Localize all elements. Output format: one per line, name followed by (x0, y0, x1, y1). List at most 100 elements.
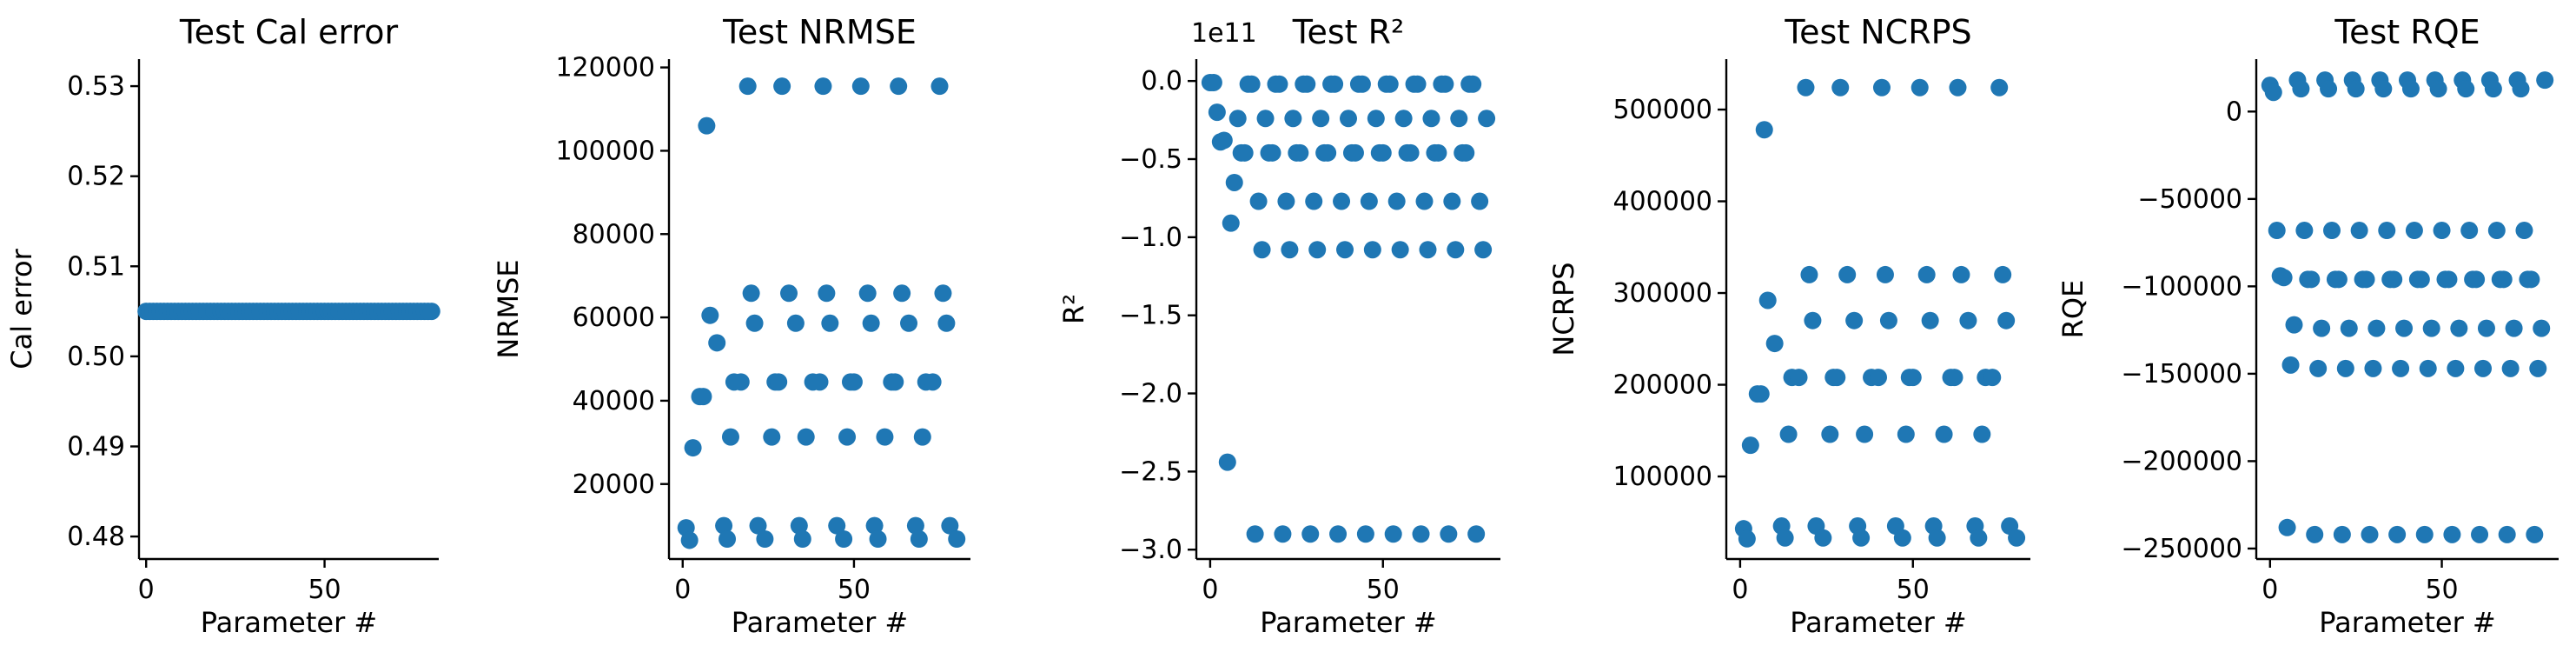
data-point (1326, 75, 1344, 93)
subplot-1: Test Cal error 0 50 0.48 0.49 0.50 0.51 0.52 0.5… (5, 13, 440, 639)
data-point (1246, 525, 1264, 543)
x-tick-label: 0 (2261, 575, 2278, 605)
data-point (2401, 80, 2420, 98)
data-point (786, 314, 805, 332)
y-tick-label: 60000 (573, 303, 655, 333)
y-tick-label: 0.53 (67, 71, 125, 102)
data-point (2484, 80, 2502, 98)
x-tick-label: 50 (1897, 575, 1930, 605)
y-tick-label: 80000 (573, 219, 655, 250)
x-tick-label: 50 (838, 575, 871, 605)
data-point (2278, 518, 2296, 536)
data-point (745, 314, 764, 332)
data-point (2450, 319, 2468, 337)
data-point (1910, 78, 1929, 97)
y-tick-label: −150000 (2121, 359, 2242, 389)
data-point (738, 77, 757, 96)
data-point (742, 284, 760, 303)
data-point (869, 530, 887, 548)
data-point (2378, 222, 2396, 240)
data-point (1215, 131, 1233, 150)
data-point (1994, 265, 2012, 283)
data-point (1800, 265, 1818, 283)
data-point (1333, 192, 1351, 210)
data-point (1845, 311, 1864, 330)
data-point (1970, 529, 1988, 547)
x-tick-label: 0 (1732, 575, 1748, 605)
data-point (1419, 241, 1437, 259)
y-tick-label: 0.51 (67, 251, 125, 282)
data-point (2268, 222, 2286, 240)
data-point (1284, 110, 1302, 128)
data-point (1814, 529, 1832, 547)
y-axis-label: NCRPS (1547, 262, 1580, 356)
series-points (1201, 73, 1496, 543)
data-point (2501, 359, 2520, 377)
offset-text: 1e11 (1191, 18, 1257, 49)
y-tick-label: −200000 (2121, 446, 2242, 476)
data-point (937, 314, 956, 332)
data-point (828, 516, 846, 535)
y-tick-label: 100000 (1612, 462, 1712, 492)
y-axis-label: RQE (2056, 280, 2089, 339)
y-tick-label: 120000 (555, 53, 655, 83)
data-point (2281, 356, 2300, 374)
x-axis-label: Parameter # (201, 606, 377, 639)
x-axis-label: Parameter # (1260, 606, 1436, 639)
data-point (2443, 525, 2461, 543)
data-point (1387, 192, 1406, 210)
y-tick-label: −250000 (2121, 534, 2242, 564)
data-point (1329, 525, 1348, 543)
data-point (1277, 192, 1295, 210)
data-point (790, 516, 808, 535)
x-tick-label: 0 (138, 575, 155, 605)
data-point (1450, 110, 1468, 128)
data-point (1208, 103, 1226, 122)
data-point (1945, 369, 1963, 387)
data-point (900, 314, 918, 332)
data-point (2350, 222, 2368, 240)
data-point (1235, 143, 1254, 162)
data-point (1256, 110, 1275, 128)
data-point (2419, 359, 2437, 377)
data-point (1305, 192, 1323, 210)
data-point (2292, 80, 2310, 98)
data-point (1870, 369, 1887, 387)
data-point (1436, 75, 1454, 93)
data-point (2347, 80, 2365, 98)
data-point (1298, 75, 1316, 93)
data-point (1218, 453, 1236, 471)
data-point (718, 530, 737, 548)
y-tick-label: 200000 (1612, 370, 1712, 401)
y-tick-label: 0.0 (1141, 66, 1182, 97)
subplot-2: Test NRMSE 0 50 20000 40000 60000 80000 100000 1… (492, 13, 970, 639)
data-point (2374, 80, 2393, 98)
data-point (793, 530, 811, 548)
data-point (1401, 143, 1420, 162)
data-point (2367, 319, 2386, 337)
data-point (1935, 425, 1953, 443)
data-point (1384, 525, 1402, 543)
data-point (1222, 214, 1240, 232)
chart-title: Test R² (1292, 13, 1405, 51)
data-point (1242, 75, 1261, 93)
data-point (1408, 75, 1427, 93)
data-point (2309, 359, 2328, 377)
data-point (2392, 359, 2410, 377)
data-point (684, 439, 702, 457)
data-point (2412, 270, 2430, 289)
x-axis-label: Parameter # (2319, 606, 2495, 639)
data-point (2357, 270, 2375, 289)
y-tick-label: −2.0 (1119, 379, 1182, 409)
data-point (1831, 78, 1850, 97)
data-point (1779, 425, 1798, 443)
data-point (1959, 311, 1977, 330)
x-tick-label: 50 (1367, 575, 1400, 605)
data-point (1467, 525, 1486, 543)
data-point (941, 516, 959, 535)
data-point (2433, 222, 2451, 240)
data-point (1281, 241, 1299, 259)
data-point (1447, 241, 1465, 259)
series-points (2261, 71, 2554, 543)
data-point (2474, 359, 2492, 377)
